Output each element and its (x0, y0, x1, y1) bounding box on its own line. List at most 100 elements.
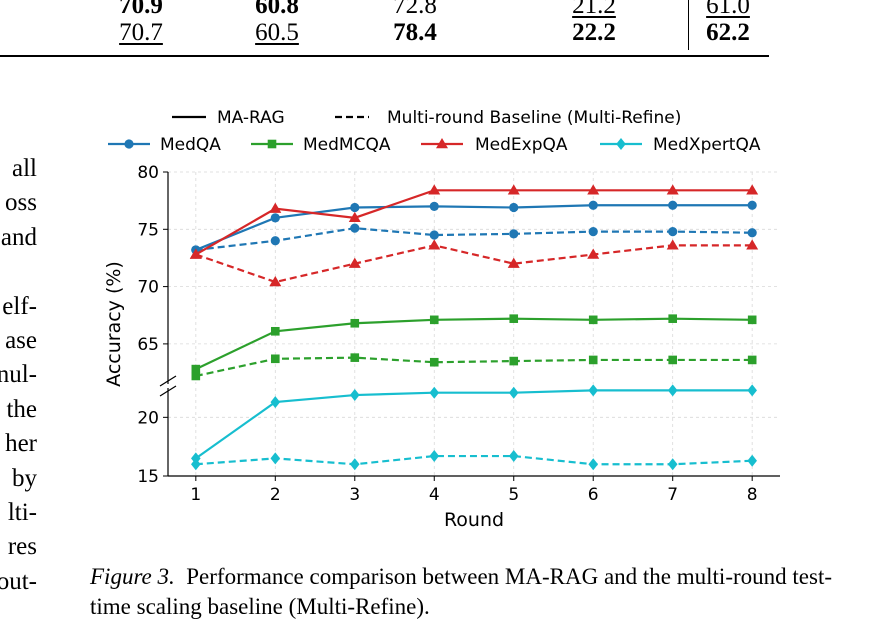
table-cell: 60.8 (255, 0, 299, 19)
baseline-line-medmcqa (195, 356, 753, 378)
data-point (588, 200, 598, 210)
data-point (509, 202, 519, 213)
data-point (587, 184, 600, 195)
data-point (270, 452, 281, 465)
y-tick-label: 15 (137, 467, 159, 487)
data-point (667, 458, 678, 471)
data-point (747, 315, 757, 325)
data-point (509, 314, 519, 323)
left-column-line: by (12, 464, 37, 492)
data-point (191, 452, 201, 465)
left-column-line: out- (0, 567, 37, 595)
data-point (588, 458, 599, 471)
table-cell: 60.5 (255, 19, 299, 46)
data-point (270, 236, 280, 246)
data-point (349, 458, 360, 471)
data-point (507, 257, 520, 268)
ma-rag-line-medmcqa (195, 317, 753, 371)
x-tick-label: 4 (429, 485, 440, 505)
figure-caption-text: Performance comparison between MA-RAG an… (90, 564, 832, 619)
axis-break-mark (159, 385, 177, 397)
data-point (348, 257, 361, 268)
table-vertical-rule (688, 0, 689, 50)
left-column-line: the (6, 395, 37, 423)
y-tick-label: 70 (137, 278, 159, 298)
legend-series-label: MedXpertQA (653, 135, 761, 155)
legend-series-label: MedMCQA (303, 135, 391, 155)
left-column-line: all (12, 155, 37, 182)
legend-style-label: Multi-round Baseline (Multi-Refine) (387, 108, 681, 128)
data-point (508, 386, 519, 399)
left-column-line: ase (5, 327, 37, 354)
data-point (668, 226, 678, 237)
data-point (428, 239, 441, 250)
table-bottom-rule (0, 55, 769, 57)
data-point (668, 314, 678, 323)
left-column-line: oss (5, 189, 37, 217)
data-point (349, 389, 360, 402)
data-point (588, 384, 599, 397)
data-point (666, 239, 679, 250)
data-point (588, 355, 598, 365)
data-point (747, 355, 757, 365)
data-point (429, 386, 440, 399)
legend-series-label: MedQA (160, 135, 221, 155)
left-column-line: res (7, 533, 37, 561)
data-point (429, 315, 439, 325)
data-point (189, 248, 202, 259)
x-tick-label: 2 (270, 485, 281, 505)
data-point (747, 228, 757, 238)
data-point (668, 200, 678, 210)
data-point (429, 450, 440, 463)
y-tick-label: 75 (137, 220, 159, 240)
data-point (350, 202, 360, 213)
ma-rag-line-medqa (195, 204, 753, 251)
ma-rag-line-medxpertqa (195, 389, 753, 460)
data-point (747, 454, 757, 467)
table-cell: 70.7 (119, 19, 163, 46)
data-point (588, 226, 598, 237)
legend-series-marker (124, 139, 134, 149)
x-tick-label: 5 (508, 485, 519, 505)
data-point (191, 371, 201, 381)
left-column-line: lti- (7, 499, 37, 526)
baseline-line-medexpqa (195, 244, 753, 284)
x-tick-label: 1 (190, 485, 201, 505)
x-tick-label: 7 (667, 485, 678, 505)
data-point (270, 354, 280, 364)
y-tick-label: 80 (137, 163, 159, 183)
data-point (668, 355, 678, 365)
baseline-line-medqa (195, 227, 753, 252)
data-point (270, 396, 281, 409)
data-point (191, 364, 201, 374)
legend-series-marker (616, 138, 626, 150)
data-point (429, 357, 439, 367)
figure-caption: Figure 3. Performance comparison between… (90, 562, 870, 622)
data-point (509, 229, 519, 239)
data-point (429, 230, 439, 240)
data-point (507, 184, 520, 195)
data-point (269, 202, 282, 213)
table-cell: 61.0 (706, 0, 750, 19)
table-cell: 78.4 (393, 19, 437, 46)
ma-rag-line-medexpqa (195, 189, 753, 256)
data-point (587, 248, 600, 259)
y-tick-label: 65 (137, 335, 159, 355)
left-column-line: her (5, 430, 37, 458)
legend-series-marker (267, 139, 277, 149)
table-cell: 21.2 (572, 0, 616, 19)
data-point (746, 184, 759, 195)
data-point (746, 239, 759, 250)
data-point (428, 184, 441, 195)
left-column-line: and (0, 223, 37, 251)
axis-break-mark (159, 375, 177, 387)
table-cell: 22.2 (572, 19, 616, 46)
data-point (508, 450, 519, 463)
data-point (747, 200, 757, 210)
left-column-line: elf- (2, 292, 37, 320)
data-point (348, 211, 361, 223)
data-point (747, 384, 757, 397)
data-point (269, 276, 282, 287)
table-cell: 62.2 (706, 19, 750, 46)
left-column-line: nul- (0, 361, 37, 389)
